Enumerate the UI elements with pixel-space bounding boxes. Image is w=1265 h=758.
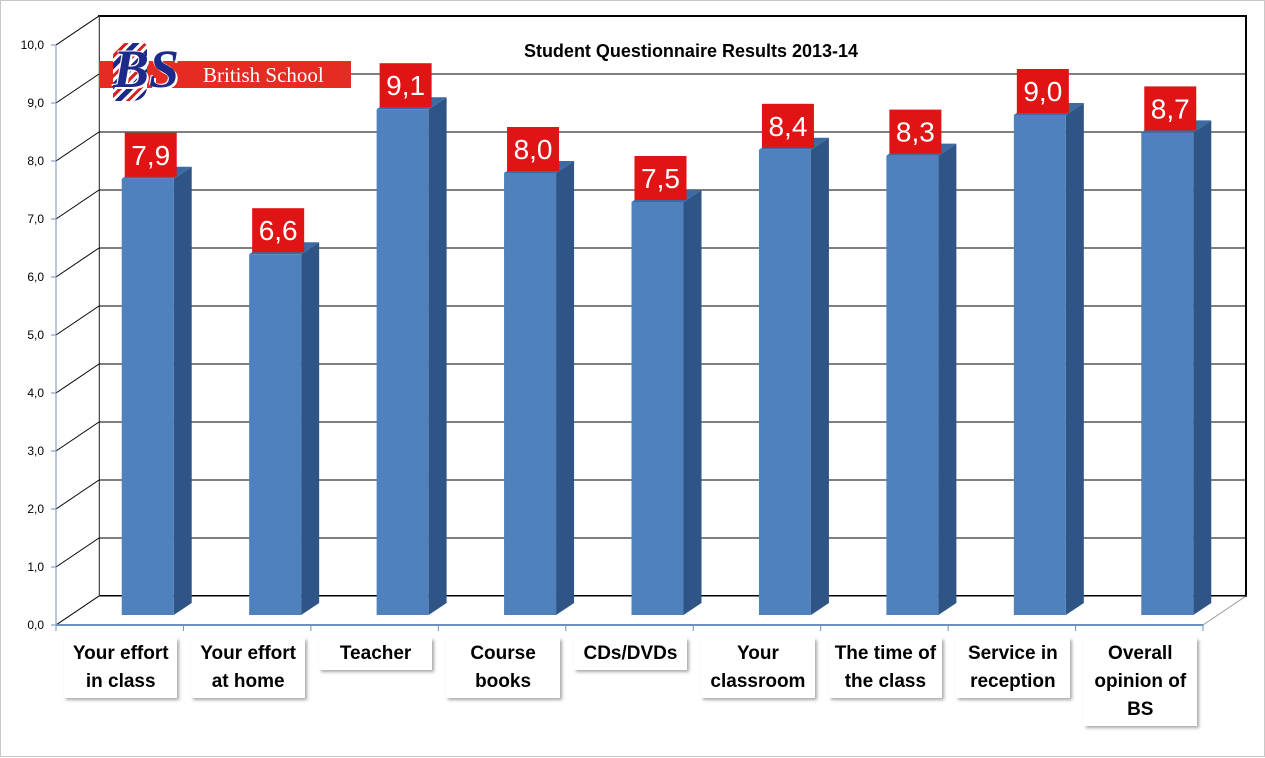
logo-mark: BS — [113, 39, 180, 99]
gridline-diagonal — [55, 15, 100, 46]
x-category-label: Overall opinion of BS — [1083, 638, 1197, 726]
data-label-box — [761, 103, 814, 148]
union-jack-icon — [113, 43, 147, 101]
bar-side — [1193, 120, 1212, 616]
bar — [121, 178, 174, 616]
bar-side — [173, 166, 192, 616]
x-category-label: Service in reception — [956, 638, 1070, 698]
gridline-diagonal — [55, 247, 100, 278]
y-tick-label: 8,0 — [27, 154, 44, 168]
x-category-label: Your classroom — [701, 638, 815, 698]
chart-title: Student Questionnaire Results 2013-14 — [523, 41, 859, 61]
bar-side — [1065, 103, 1084, 615]
x-category-label: Teacher — [318, 638, 433, 670]
data-label-box — [1144, 86, 1197, 131]
data-label: 7,5 — [641, 163, 680, 194]
bar — [631, 202, 684, 615]
data-label: 7,9 — [131, 140, 170, 171]
y-tick-label: 4,0 — [27, 386, 44, 400]
bar-side — [683, 190, 702, 615]
x-category-label: Your effort in class — [64, 638, 178, 698]
data-label-box — [379, 63, 432, 108]
gridline-diagonal — [55, 73, 100, 104]
data-label-box — [252, 208, 305, 253]
bar-side — [556, 161, 575, 615]
logo-text: British School — [203, 63, 324, 87]
gridline-diagonal — [55, 479, 100, 510]
y-tick-label: 2,0 — [27, 502, 44, 516]
bar — [504, 173, 557, 615]
gridline-diagonal — [55, 537, 100, 568]
bar — [886, 155, 939, 615]
gridline-diagonal — [55, 131, 100, 162]
y-tick-label: 7,0 — [27, 212, 44, 226]
bar — [758, 149, 811, 616]
y-tick-label: 10,0 — [21, 38, 45, 52]
bar — [249, 254, 302, 615]
bar-side — [301, 242, 320, 615]
bar-side — [938, 143, 957, 615]
gridline-diagonal — [55, 595, 100, 626]
bar-side — [428, 97, 447, 615]
data-label: 9,1 — [386, 70, 425, 101]
data-label-box — [889, 109, 942, 154]
data-label-box — [1016, 69, 1069, 113]
data-label: 8,3 — [896, 117, 935, 148]
data-label-box — [634, 156, 687, 200]
y-tick-label: 5,0 — [27, 328, 44, 342]
bar-side — [810, 137, 829, 616]
bar — [376, 109, 429, 615]
british-school-logo: BS British School — [99, 37, 351, 107]
y-tick-label: 3,0 — [27, 444, 44, 458]
data-label: 9,0 — [1023, 76, 1062, 107]
data-label: 8,7 — [1151, 93, 1190, 124]
gridline-diagonal — [55, 305, 100, 336]
gridline-diagonal — [55, 363, 100, 394]
data-label: 8,0 — [514, 134, 553, 165]
data-label-box — [507, 127, 560, 171]
bar — [1013, 115, 1066, 615]
bar — [1141, 132, 1194, 615]
x-category-label: Course books — [446, 638, 560, 698]
y-tick-label: 0,0 — [27, 618, 44, 632]
data-label: 6,6 — [259, 215, 298, 246]
y-tick-label: 1,0 — [27, 560, 44, 574]
gridline-diagonal — [55, 189, 100, 220]
gridline-diagonal — [55, 421, 100, 452]
data-label: 8,4 — [768, 111, 807, 142]
data-label-box — [124, 132, 177, 177]
x-category-label: Your effort at home — [191, 638, 305, 698]
y-tick-label: 9,0 — [27, 96, 44, 110]
y-tick-label: 6,0 — [27, 270, 44, 284]
x-category-label: The time of the class — [828, 638, 943, 698]
x-category-label: CDs/DVDs — [573, 638, 688, 670]
